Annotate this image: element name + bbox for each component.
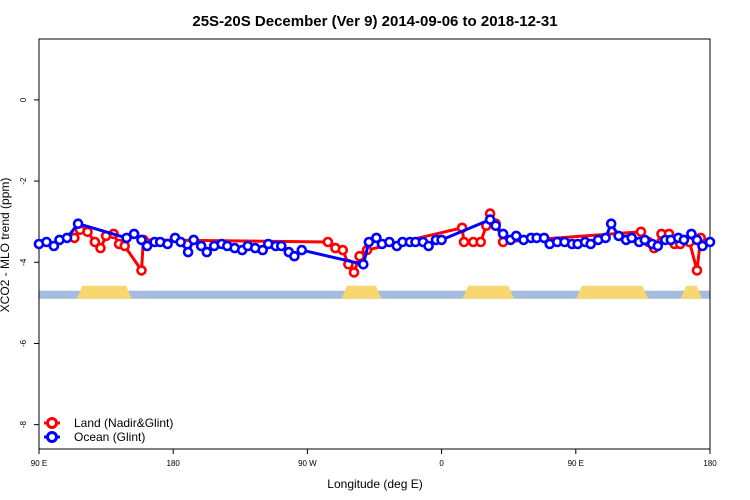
land-segment-4 — [680, 285, 703, 299]
data-point-1-9 — [141, 240, 153, 252]
legend-label-land: Land (Nadir&Glint) — [74, 416, 173, 430]
y-tick-label-0: 0 — [19, 97, 28, 102]
x-tick-label-4: 90 E — [568, 459, 584, 468]
data-point-0-8 — [119, 240, 130, 252]
land-segment-1 — [340, 285, 382, 299]
data-point-0-16 — [354, 250, 365, 262]
y-axis-label: XCO2 - MLO trend (ppm) — [0, 178, 12, 313]
data-point-1-2 — [48, 240, 60, 252]
data-point-1-6 — [121, 232, 132, 244]
legend-swatch-marker-ocean — [46, 431, 58, 443]
data-point-1-32 — [296, 244, 308, 256]
y-tick-label-4: -8 — [19, 421, 28, 429]
data-point-1-26 — [257, 244, 269, 256]
data-point-1-63 — [600, 232, 611, 244]
data-point-1-78 — [697, 240, 708, 252]
data-point-1-61 — [585, 238, 597, 250]
data-point-0-34 — [691, 265, 703, 276]
data-point-1-14 — [175, 236, 186, 248]
data-point-1-45 — [436, 234, 447, 246]
data-point-0-19 — [458, 236, 470, 248]
data-point-1-5 — [72, 218, 84, 229]
data-point-0-21 — [475, 236, 487, 248]
y-tick-label-1: -2 — [19, 177, 28, 185]
data-point-1-8 — [136, 234, 147, 246]
data-point-1-17 — [195, 240, 207, 252]
data-point-1-76 — [686, 228, 697, 240]
data-point-1-33 — [357, 258, 369, 270]
data-point-1-75 — [678, 234, 690, 246]
data-point-1-48 — [497, 228, 509, 240]
land-segment-0 — [76, 285, 133, 299]
plot-area: 90 E 180 90 W 0 90 E 180 0 -2 -4 -6 -8 — [19, 38, 717, 468]
data-point-1-43 — [423, 240, 434, 252]
land-segment-2 — [462, 285, 515, 299]
data-point-1-7 — [128, 228, 140, 240]
data-point-1-18 — [201, 246, 213, 258]
data-point-1-4 — [61, 232, 73, 244]
data-point-1-77 — [691, 234, 703, 246]
x-axis-label: Longitude (deg E) — [327, 477, 422, 491]
y-tick-label-2: -4 — [19, 258, 28, 266]
legend-swatch-marker-land — [46, 417, 58, 429]
data-point-1-47 — [490, 220, 502, 231]
legend-label-ocean: Ocean (Glint) — [74, 430, 145, 444]
data-point-1-71 — [652, 240, 664, 252]
series-ocean — [33, 214, 716, 270]
data-point-1-29 — [275, 240, 287, 252]
legend: Land (Nadir&Glint) Ocean (Glint) — [44, 416, 173, 444]
data-point-1-34 — [363, 236, 375, 248]
data-point-1-35 — [371, 232, 382, 244]
data-point-1-12 — [162, 238, 173, 250]
data-point-0-26 — [635, 226, 647, 238]
data-point-1-46 — [484, 214, 496, 225]
data-point-0-3 — [89, 236, 101, 248]
x-tick-label-0: 90 E — [31, 459, 47, 468]
x-tick-label-1: 180 — [167, 459, 181, 468]
data-point-1-79 — [704, 236, 716, 248]
data-point-0-2 — [82, 226, 93, 238]
x-tick-label-3: 0 — [439, 459, 444, 468]
data-point-1-16 — [188, 234, 199, 246]
data-point-0-13 — [337, 244, 349, 256]
data-point-0-11 — [322, 236, 334, 248]
data-point-1-64 — [605, 218, 617, 229]
land-segment-3 — [575, 285, 649, 299]
y-tick-label-3: -6 — [19, 339, 28, 347]
chart-title: 25S-20S December (Ver 9) 2014-09-06 to 2… — [192, 13, 557, 30]
data-point-1-67 — [626, 232, 638, 244]
data-point-1-15 — [182, 246, 194, 258]
data-point-0-15 — [348, 267, 360, 278]
data-point-1-54 — [538, 232, 550, 244]
data-point-1-31 — [289, 250, 300, 262]
data-point-1-37 — [384, 236, 395, 248]
data-point-0-9 — [136, 265, 147, 276]
x-tick-label-5: 180 — [703, 459, 717, 468]
x-tick-label-2: 90 W — [298, 459, 317, 468]
data-point-0-4 — [95, 242, 106, 254]
data-point-1-69 — [639, 234, 651, 246]
